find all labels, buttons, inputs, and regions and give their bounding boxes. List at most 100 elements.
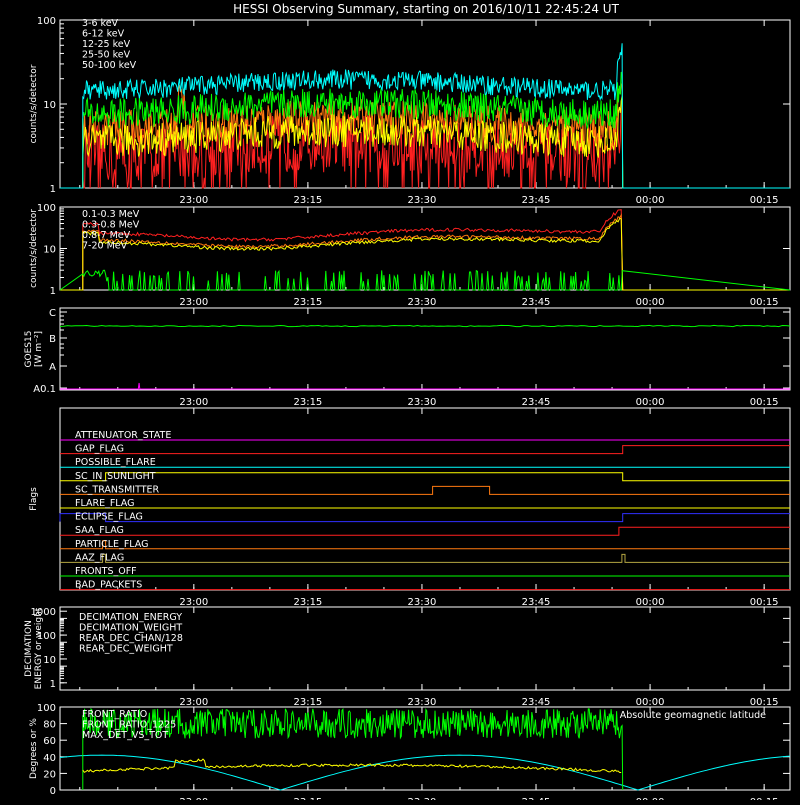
hxr-xtick-label: 23:45 (522, 195, 551, 206)
goes-ylabel-line: [W m⁻²] (34, 331, 44, 367)
hxr-ytick-label: 100 (37, 16, 56, 27)
goes-frame (59, 307, 791, 391)
flags-series-4 (60, 485, 790, 495)
decimation-xtick-label: 00:15 (750, 697, 779, 708)
goes-series-1 (60, 382, 790, 390)
ratio-ytick-label: 0 (50, 786, 56, 797)
decimation-ytick-label: 10 (43, 655, 56, 666)
flags-label-2: POSSIBLE_FLARE (75, 457, 156, 468)
goes-ylabel-line: GOES15 (24, 331, 34, 368)
decimation-legend-1: DECIMATION_WEIGHT (79, 623, 182, 634)
hxr-legend-0: 3-6 keV (82, 18, 119, 29)
flags-xtick-label: 00:15 (750, 597, 779, 608)
decimation-frame (59, 606, 791, 691)
decimation-xtick-label: 23:45 (522, 697, 551, 708)
hxr-ylabel: counts/s/detector (29, 64, 39, 143)
hxr-xtick-label: 00:15 (750, 195, 779, 206)
gamma-ytick-label: 100 (37, 203, 56, 214)
flags-series-8 (60, 540, 790, 550)
goes-xtick-label: 00:00 (636, 397, 665, 408)
gamma-ytick-label: 1 (50, 286, 56, 297)
ratio-legend-0: FRONT_RATIO (82, 709, 147, 720)
flags-ylabel-line: Flags (29, 487, 39, 511)
flags-xtick-label: 23:30 (408, 597, 437, 608)
flags-xtick-label: 23:00 (179, 597, 208, 608)
gamma-xtick-label: 23:00 (179, 297, 208, 308)
ratio-legend-1: FRONT_RATIO_1225 (82, 720, 176, 731)
ratio-ytick-label: 40 (43, 753, 56, 764)
hxr-xtick-label: 00:00 (636, 195, 665, 206)
hxr-ytick-label: 1 (50, 184, 56, 195)
gamma-xtick-label: 00:00 (636, 297, 665, 308)
decimation-legend-0: DECIMATION_ENERGY (79, 612, 182, 623)
ratio-series-1 (82, 758, 622, 773)
hxr-xtick-label: 23:30 (408, 195, 437, 206)
flags-label-7: SAA_FLAG (75, 525, 124, 536)
decimation-xtick-label: 00:00 (636, 697, 665, 708)
goes-ytick-label: A (49, 362, 56, 373)
gamma-series-3 (59, 269, 791, 291)
flags-xtick-label: 00:00 (636, 597, 665, 608)
flags-label-8: PARTICLE_FLAG (75, 539, 148, 550)
hxr-ytick-label: 10 (43, 100, 56, 111)
flags-series-3 (60, 472, 790, 482)
hxr-xtick-label: 23:15 (293, 195, 322, 206)
goes-ytick-label: C (49, 308, 56, 319)
ratio-legend-2: MAX_DET_VS_TOT (82, 730, 168, 741)
ratio-frame (59, 706, 791, 791)
decimation-ytick-label: 1 (50, 679, 56, 690)
decimation-ytick-label: 100 (37, 631, 56, 642)
flags-xtick-label: 23:45 (522, 597, 551, 608)
ratio-annotation: Absolute geomagnetic latitude (620, 710, 766, 721)
gamma-series-0 (60, 209, 790, 291)
flags-label-6: ECLIPSE_FLAG (75, 512, 143, 523)
goes-series-0 (59, 324, 791, 328)
ratio-ylabel: Degrees or % (29, 718, 39, 779)
hxr-series-0 (60, 100, 790, 189)
ratio-series-3 (59, 754, 791, 791)
gamma-legend-3: 7-20 MeV (82, 241, 128, 252)
flags-series-9 (60, 553, 790, 563)
decimation-xtick-label: 23:15 (293, 697, 322, 708)
hxr-series-3 (60, 71, 790, 189)
gamma-xtick-label: 23:45 (522, 297, 551, 308)
decimation-legend-3: REAR_DEC_WEIGHT (79, 644, 173, 655)
decimation-xtick-label: 23:00 (179, 697, 208, 708)
flags-label-1: GAP_FLAG (75, 444, 124, 455)
flags-label-11: BAD_PACKETS (75, 580, 142, 591)
hxr-legend-1: 6-12 keV (82, 29, 125, 40)
goes-xtick-label: 23:45 (522, 397, 551, 408)
ratio-ytick-label: 100 (37, 703, 56, 714)
goes-ylabel: GOES15 [W m⁻²] (24, 331, 44, 368)
decimation-ylabel-line: ENERGY or weight (34, 607, 44, 689)
goes-ytick-label: A0.1 (33, 384, 56, 395)
ratio-ytick-label: 80 (43, 720, 56, 731)
gamma-xtick-label: 00:15 (750, 297, 779, 308)
ratio-ylabel-line: Degrees or % (29, 718, 39, 779)
gamma-ylabel-line: counts/s/detector (29, 209, 39, 288)
ratio-series-0 (82, 707, 624, 791)
decimation-legend-2: REAR_DEC_CHAN/128 (79, 633, 183, 644)
flags-label-5: FLARE_FLAG (75, 498, 135, 509)
ratio-ytick-label: 60 (43, 736, 56, 747)
hxr-legend-4: 50-100 keV (82, 60, 137, 71)
decimation-ylabel-line: DECIMATION (24, 620, 34, 677)
goes-xtick-label: 00:15 (750, 397, 779, 408)
decimation-xtick-label: 23:30 (408, 697, 437, 708)
gamma-xtick-label: 23:15 (293, 297, 322, 308)
flags-label-3: SC_IN_SUNLIGHT (75, 471, 156, 482)
hxr-series-4 (60, 43, 790, 189)
hxr-series-2 (60, 95, 790, 189)
ratio-ytick-label: 20 (43, 769, 56, 780)
goes-ytick-label: B (49, 334, 56, 345)
chart-title: HESSI Observing Summary, starting on 201… (233, 2, 619, 16)
hxr-legend-3: 25-50 keV (82, 50, 131, 61)
flags-series-1 (60, 445, 790, 455)
hxr-xtick-label: 23:00 (179, 195, 208, 206)
gamma-series-2 (60, 217, 790, 291)
flags-ylabel: Flags (29, 487, 39, 511)
goes-xtick-label: 23:15 (293, 397, 322, 408)
flags-label-10: FRONTS_OFF (75, 566, 137, 577)
